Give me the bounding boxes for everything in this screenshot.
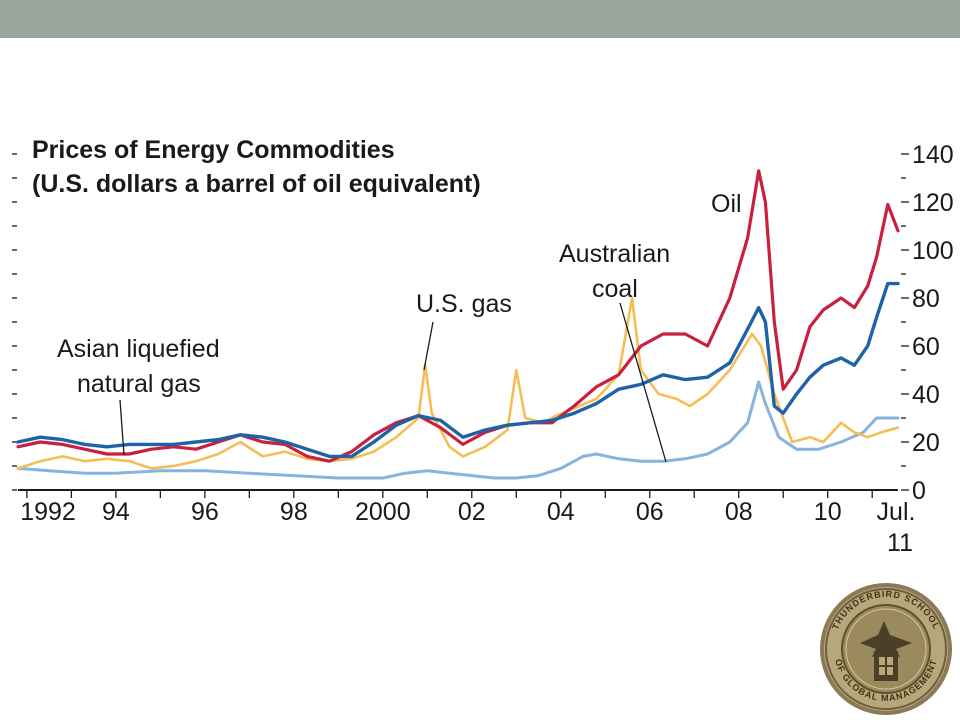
y-tick-label: 140 [912, 141, 954, 169]
school-seal-logo: THUNDERBIRD SCHOOL OF GLOBAL MANAGEMENT [820, 583, 952, 715]
x-tick-label: Jul. [877, 498, 916, 526]
x-tick-label: 06 [636, 498, 664, 526]
leader-line-asian-lng [119, 399, 125, 456]
annotation-oil: Oil [711, 190, 742, 218]
data-series [16, 169, 900, 480]
x-tick-label: 08 [725, 498, 753, 526]
y-tick-label: 60 [912, 333, 940, 361]
x-tick-label: 11 [887, 529, 913, 557]
y-tick-label: 100 [912, 237, 954, 265]
x-tick-label: 2000 [355, 498, 411, 526]
x-tick-label: 98 [280, 498, 308, 526]
y-tick-label: 40 [912, 381, 940, 409]
y-tick-label: 80 [912, 285, 940, 313]
y-tick-label: 0 [912, 477, 926, 505]
annotation-australian-coal-line2: coal [592, 275, 638, 303]
chart-title: Prices of Energy Commodities [32, 136, 395, 164]
x-tick-label: 10 [814, 498, 842, 526]
annotation-australian-coal-line1: Australian [559, 240, 670, 268]
chart-subtitle: (U.S. dollars a barrel of oil equivalent… [32, 170, 481, 198]
x-tick-label: 96 [191, 498, 219, 526]
slide-header-bar [0, 0, 960, 38]
axes: 0 20 40 60 80 100 120 140 1992 94 96 98 2000 02 04 06 08… [12, 141, 954, 557]
x-tick-label: 94 [102, 498, 130, 526]
leader-line-australian-coal [619, 302, 667, 463]
x-tick-label: 04 [547, 498, 575, 526]
annotation-asian-lng-line1: Asian liquefied [57, 335, 220, 363]
series-line-asian-lng [16, 281, 900, 459]
series-line-australian-coal [16, 380, 900, 480]
x-tick-label: 1992 [20, 498, 76, 526]
annotation-us-gas: U.S. gas [416, 290, 512, 318]
x-tick-label: 02 [458, 498, 486, 526]
y-tick-label: 120 [912, 189, 954, 217]
y-tick-label: 20 [912, 429, 940, 457]
annotation-asian-lng-line2: natural gas [77, 370, 201, 398]
leader-line-us-gas [423, 321, 434, 371]
